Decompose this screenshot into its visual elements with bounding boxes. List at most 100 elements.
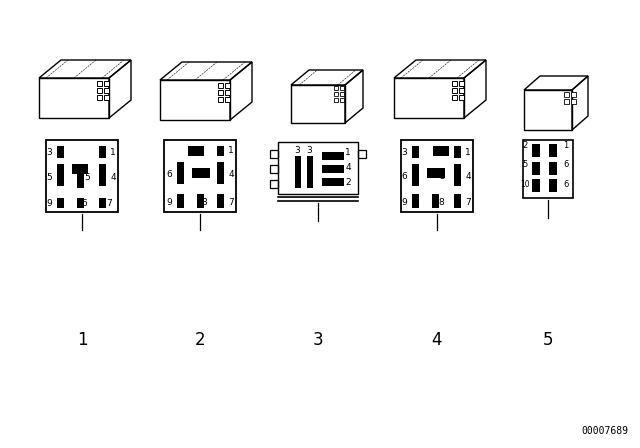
Text: 1: 1 [110, 147, 116, 156]
Bar [177, 194, 184, 208]
Bar [77, 174, 83, 188]
Text: 5: 5 [543, 331, 553, 349]
Text: 6: 6 [563, 180, 569, 189]
Bar [322, 165, 344, 173]
Text: 2: 2 [195, 146, 201, 155]
Text: 3: 3 [313, 331, 323, 349]
Bar [216, 162, 223, 184]
Bar [433, 146, 449, 156]
Bar [196, 194, 204, 208]
Bar [523, 140, 573, 198]
Text: 9: 9 [46, 198, 52, 207]
Bar [270, 165, 278, 173]
Text: 2: 2 [345, 177, 351, 186]
Text: 8: 8 [201, 198, 207, 207]
Bar [340, 98, 344, 102]
Bar [563, 99, 568, 103]
Bar [334, 98, 338, 102]
Text: 6: 6 [563, 159, 569, 168]
Text: 1: 1 [228, 146, 234, 155]
Text: 9: 9 [166, 198, 172, 207]
Text: 3: 3 [306, 146, 312, 155]
Bar [216, 146, 223, 156]
Text: 00007689: 00007689 [581, 426, 628, 436]
Text: 3: 3 [46, 147, 52, 156]
Bar [454, 146, 461, 158]
Text: 8: 8 [438, 198, 444, 207]
Bar [412, 164, 419, 186]
Text: 4: 4 [228, 169, 234, 178]
Bar [104, 95, 109, 99]
Bar [549, 180, 557, 193]
Bar [295, 156, 301, 188]
Bar [451, 81, 456, 86]
Bar [192, 168, 210, 178]
Bar [549, 143, 557, 156]
Bar [427, 168, 445, 178]
Bar [401, 140, 473, 212]
Text: 4: 4 [110, 172, 116, 181]
Bar [56, 164, 63, 186]
Bar [570, 91, 575, 96]
Text: 3: 3 [294, 146, 300, 155]
Bar [532, 161, 540, 175]
Bar [104, 87, 109, 92]
Text: 9: 9 [401, 198, 407, 207]
Bar [56, 146, 63, 158]
Bar [334, 86, 338, 90]
Bar [549, 161, 557, 175]
Bar [225, 96, 230, 102]
Bar [451, 95, 456, 99]
Bar [225, 82, 230, 87]
Bar [340, 92, 344, 96]
Bar [570, 99, 575, 103]
Bar [218, 82, 223, 87]
Bar [97, 95, 102, 99]
Bar [358, 150, 366, 158]
Bar [431, 194, 438, 208]
Bar [72, 164, 88, 174]
Bar [458, 87, 463, 92]
Text: 5: 5 [46, 172, 52, 181]
Bar [458, 81, 463, 86]
Bar [97, 87, 102, 92]
Text: 5: 5 [202, 169, 208, 178]
Text: 5: 5 [522, 159, 527, 168]
Bar [46, 140, 118, 212]
Bar [99, 198, 106, 208]
Text: 6: 6 [166, 169, 172, 178]
Bar [334, 92, 338, 96]
Text: 2: 2 [522, 141, 527, 150]
Bar [532, 180, 540, 193]
Bar [177, 162, 184, 184]
Text: 3: 3 [401, 147, 407, 156]
Bar [451, 87, 456, 92]
Bar [77, 198, 83, 208]
Text: 2: 2 [195, 331, 205, 349]
Bar [99, 146, 106, 158]
Text: 2: 2 [439, 146, 445, 155]
Bar [454, 194, 461, 208]
Text: 1: 1 [77, 331, 87, 349]
Bar [563, 91, 568, 96]
Bar [307, 156, 313, 188]
Bar [164, 140, 236, 212]
Bar [322, 152, 344, 160]
Bar [56, 198, 63, 208]
Bar [454, 164, 461, 186]
Bar [270, 180, 278, 188]
Text: 7: 7 [106, 198, 112, 207]
Bar [412, 194, 419, 208]
Bar [270, 150, 278, 158]
Text: 4: 4 [432, 331, 442, 349]
Bar [340, 86, 344, 90]
Text: 6: 6 [401, 172, 407, 181]
Bar [218, 96, 223, 102]
Bar [97, 81, 102, 86]
Bar [225, 90, 230, 95]
Bar [322, 178, 344, 186]
Text: 10: 10 [520, 180, 530, 189]
Bar [278, 142, 358, 194]
Text: 5: 5 [439, 172, 445, 181]
Bar [104, 81, 109, 86]
